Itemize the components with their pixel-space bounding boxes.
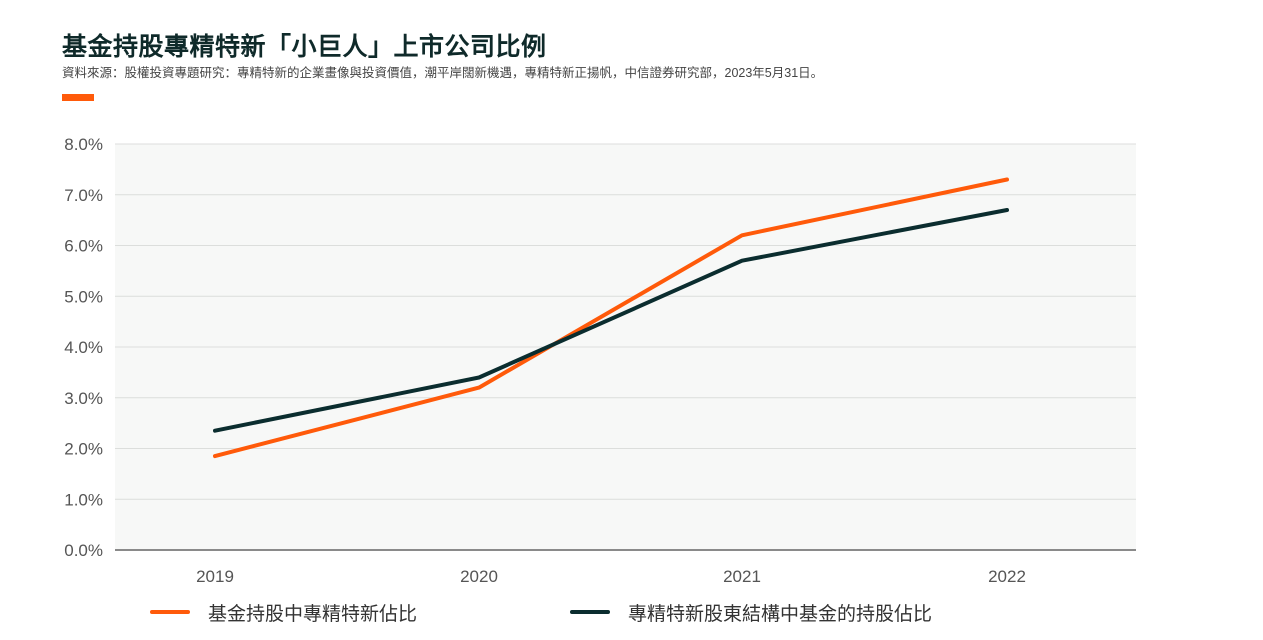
legend-label-dark: 專精特新股東結構中基金的持股佔比 (628, 603, 933, 625)
y-tick-label: 3.0% (64, 389, 103, 408)
legend-swatch-dark (570, 610, 610, 614)
series-lines (213, 177, 1009, 459)
title-accent-bar (62, 94, 94, 101)
chart-title: 基金持股專精特新「小巨人」上市公司比例 (62, 33, 547, 61)
y-tick-label: 6.0% (64, 237, 103, 256)
x-tick-label: 2021 (723, 567, 761, 586)
y-tick-label: 0.0% (64, 541, 103, 560)
y-tick-label: 2.0% (64, 440, 103, 459)
legend-label-orange: 基金持股中專精特新佔比 (208, 603, 418, 625)
y-tick-label: 8.0% (64, 135, 103, 154)
y-tick-label: 4.0% (64, 338, 103, 357)
y-tick-label: 7.0% (64, 186, 103, 205)
source-note: 資料來源：股權投資專題研究：專精特新的企業畫像與投資價值，潮平岸闊新機遇，專精特… (62, 66, 824, 80)
grid-lines (115, 143, 1136, 500)
y-tick-label: 1.0% (64, 490, 103, 509)
x-tick-label: 2019 (196, 567, 234, 586)
legend-swatch-orange (150, 610, 190, 614)
x-axis-ticks: 2019 2020 2021 2022 (196, 567, 1026, 586)
series-line-1 (213, 208, 1009, 433)
y-tick-label: 5.0% (64, 287, 103, 306)
legend-item-orange: 基金持股中專精特新佔比 (150, 600, 418, 625)
x-tick-label: 2022 (988, 567, 1026, 586)
y-axis-ticks: 0.0% 1.0% 2.0% 3.0% 4.0% 5.0% 6.0% 7.0% 8.0% (64, 135, 103, 560)
series-line-0 (213, 177, 1009, 459)
x-tick-label: 2020 (460, 567, 498, 586)
legend-item-dark: 專精特新股東結構中基金的持股佔比 (570, 600, 933, 625)
